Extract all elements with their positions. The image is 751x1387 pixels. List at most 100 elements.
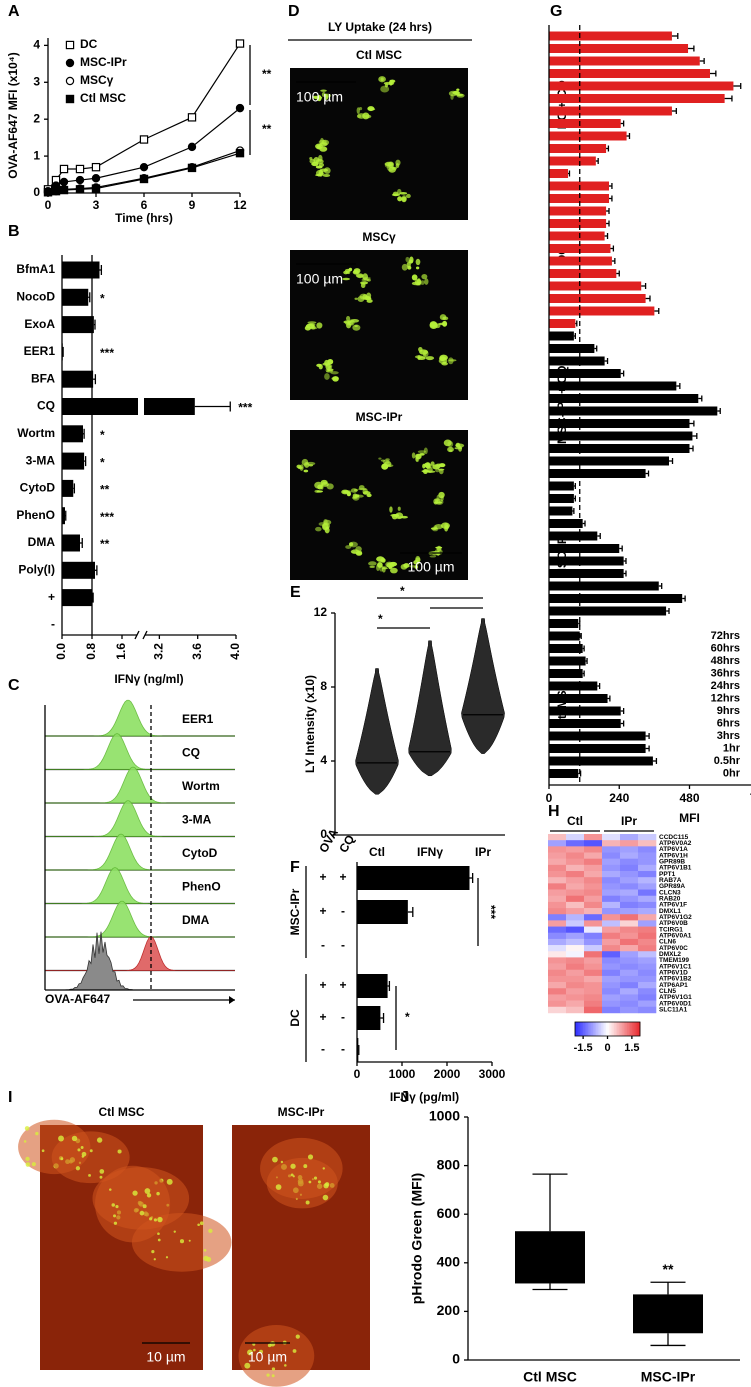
signal <box>305 1200 310 1205</box>
sign: + <box>319 904 326 918</box>
signal <box>380 459 386 462</box>
panel-letter: G <box>550 3 562 20</box>
data-point <box>235 39 245 48</box>
x-tick-label: 2000 <box>434 1067 461 1081</box>
signal <box>146 1193 152 1198</box>
time-label: 9hrs <box>717 705 740 717</box>
category-label: BFA <box>31 371 55 385</box>
x-tick-label: 0 <box>354 1067 361 1081</box>
heatmap-cell <box>566 982 585 989</box>
arrow-head <box>229 996 235 1004</box>
bar <box>62 479 74 497</box>
heatmap-cell <box>638 994 657 1001</box>
x-tick-label: 240 <box>609 791 629 805</box>
signal <box>366 292 372 299</box>
cell <box>260 1137 343 1199</box>
heatmap-cell <box>602 945 621 952</box>
signal <box>109 1188 112 1191</box>
data-point <box>91 184 101 193</box>
data-point <box>75 164 85 174</box>
colorbar-label: 1.5 <box>624 1042 639 1054</box>
bar <box>549 756 653 766</box>
significance: *** <box>100 346 114 360</box>
heatmap-cell <box>584 914 603 921</box>
heatmap-cell <box>602 864 621 872</box>
signal <box>206 1256 212 1262</box>
signal <box>332 376 339 382</box>
sign: - <box>341 1042 345 1056</box>
heatmap-cell <box>584 852 603 859</box>
heatmap-cell <box>548 982 567 989</box>
row-label: CCDC115 <box>659 834 689 841</box>
data-point <box>91 174 101 183</box>
colorbar-segment <box>627 1022 629 1036</box>
signal <box>378 457 382 460</box>
signal <box>448 90 458 97</box>
heatmap-cell <box>566 852 585 859</box>
bar <box>357 1038 359 1062</box>
signal <box>323 1183 329 1189</box>
signal <box>322 1167 325 1170</box>
data-point <box>187 163 197 173</box>
heatmap-cell <box>638 926 657 934</box>
heatmap-cell <box>566 951 585 958</box>
row-label: DMXL1 <box>659 908 681 915</box>
heatmap-cell <box>638 988 657 995</box>
bar <box>549 719 621 728</box>
signal <box>348 267 353 272</box>
colorbar-segment <box>628 1022 631 1036</box>
time-label: 0hr <box>723 767 741 779</box>
heatmap-cell <box>566 1000 585 1008</box>
signal <box>401 196 407 203</box>
x-tick-label: 720 <box>750 791 751 805</box>
heatmap-cell <box>566 994 585 1001</box>
colorbar-segment <box>578 1022 581 1036</box>
row-label: ATP6AP1 <box>659 982 688 989</box>
colorbar-segment <box>615 1022 618 1036</box>
heatmap-cell <box>620 883 639 890</box>
colorbar-segment <box>605 1022 608 1036</box>
bar <box>549 706 621 716</box>
row-label: Wortm <box>182 779 220 793</box>
heatmap-cell <box>620 926 639 934</box>
category-label: CQ <box>37 399 55 413</box>
signal <box>313 157 320 164</box>
heatmap-cell <box>602 957 621 964</box>
bar <box>549 44 689 53</box>
signal <box>406 193 411 199</box>
signal <box>309 156 313 161</box>
heatmap-cell <box>602 858 621 866</box>
y-tick-label: 8 <box>320 679 327 693</box>
x-tick-label: 0.0 <box>54 643 68 660</box>
heatmap-cell <box>620 982 639 989</box>
heatmap-cell <box>584 1000 603 1008</box>
bar <box>62 370 94 388</box>
category-label: 3-MA <box>26 453 56 467</box>
heatmap-cell <box>584 975 603 983</box>
signal <box>384 161 394 167</box>
heatmap-cell <box>584 889 603 896</box>
colorbar-segment <box>612 1022 615 1036</box>
heatmap-cell <box>548 920 567 927</box>
row-label: EER1 <box>182 712 214 726</box>
signal <box>115 1204 119 1209</box>
x-axis-label: IFNγ (pg/ml) <box>390 1090 459 1104</box>
colorbar-segment <box>597 1022 600 1036</box>
signal <box>280 1160 284 1164</box>
heatmap-cell <box>620 994 639 1001</box>
bar <box>549 519 583 528</box>
row-label: GPR89B <box>659 858 685 865</box>
heatmap-cell <box>548 858 567 866</box>
heatmap-cell <box>620 945 639 952</box>
signal <box>369 565 376 568</box>
image-label: MSC-IPr <box>278 1105 325 1119</box>
signal <box>315 526 322 532</box>
signal <box>380 77 384 82</box>
heatmap-cell <box>548 957 567 964</box>
panel-letter: J <box>400 1089 409 1106</box>
signal <box>455 443 465 448</box>
signal <box>391 193 401 197</box>
sign: + <box>339 870 346 884</box>
heatmap-cell <box>566 975 585 983</box>
